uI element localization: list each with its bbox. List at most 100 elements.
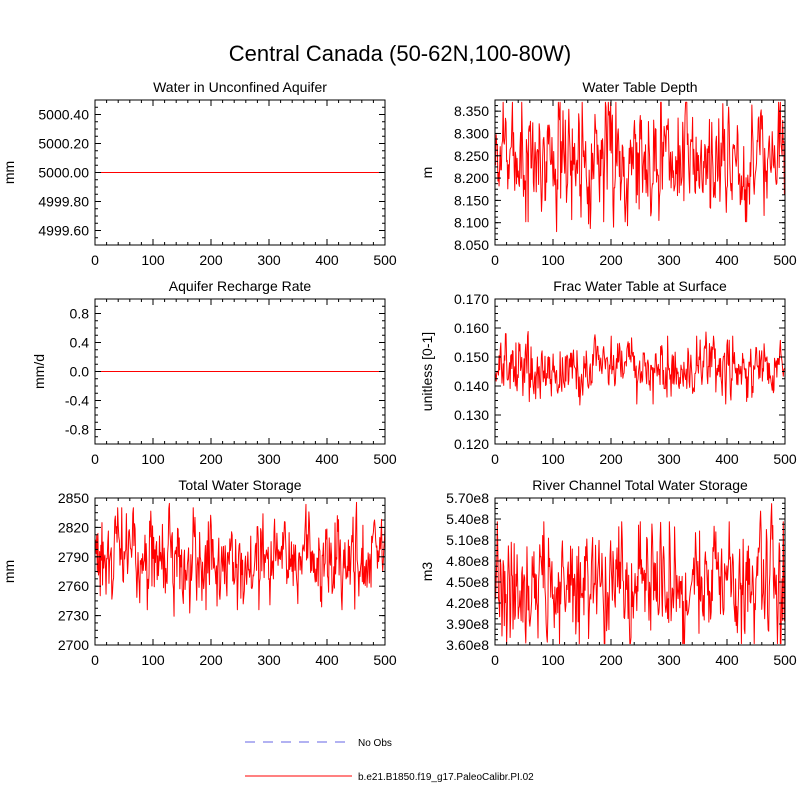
y-tick-label: 0.160 [454,320,489,336]
y-axis-label: mm [1,560,17,583]
x-tick-label: 0 [91,252,99,268]
x-tick-label: 200 [199,652,223,668]
x-tick-label: 100 [541,652,565,668]
y-tick-label: 4999.60 [38,223,89,239]
y-tick-label: 8.100 [454,215,489,231]
panel-4: 0 100 200 300 400 500 0.120 0.130 0.140 0.150 0.16… [419,278,797,467]
panel-title: Total Water Storage [178,477,301,493]
y-tick-label: 5.40e8 [446,511,489,527]
y-axis-label: mm/d [31,354,47,389]
x-tick-label: 0 [491,451,499,467]
x-tick-label: 300 [257,652,281,668]
panel-title: River Channel Total Water Storage [532,477,748,493]
y-tick-label: 0.130 [454,407,489,423]
y-axis-label: unitless [0-1] [419,332,435,411]
y-tick-label: -0.8 [65,422,89,438]
x-tick-label: 500 [373,652,397,668]
y-axis-label: m3 [419,562,435,582]
x-tick-label: 0 [491,252,499,268]
x-tick-label: 300 [657,252,681,268]
y-tick-label: 0.0 [70,364,90,380]
x-tick-label: 300 [657,652,681,668]
y-tick-label: 2760 [58,578,89,594]
y-axis-label: mm [1,161,17,184]
x-tick-label: 400 [715,652,739,668]
x-tick-label: 500 [773,652,797,668]
x-tick-label: 100 [541,451,565,467]
x-tick-label: 100 [141,252,165,268]
series-line-2-1 [495,101,785,233]
x-tick-label: 400 [315,451,339,467]
y-axis-label: m [419,167,435,179]
x-tick-label: 200 [599,652,623,668]
y-tick-label: 4.80e8 [446,553,489,569]
x-tick-label: 400 [715,451,739,467]
y-tick-label: 3.90e8 [446,616,489,632]
y-tick-label: 0.8 [70,306,90,322]
legend-label-model: b.e21.B1850.f19_g17.PaleoCalibr.PI.02 [358,772,534,783]
y-tick-label: 0.150 [454,349,489,365]
panel-title: Frac Water Table at Surface [553,278,727,294]
legend-label-no-obs: No Obs [358,738,392,749]
y-tick-label: 5000.20 [38,136,89,152]
y-tick-label: 5000.40 [38,107,89,123]
panel-5: 0 100 200 300 400 500 2700 2730 2760 2790 2820 2850… [1,477,397,668]
x-tick-label: 200 [199,252,223,268]
x-tick-label: 400 [715,252,739,268]
y-tick-label: 0.120 [454,436,489,452]
x-tick-label: 500 [773,252,797,268]
x-tick-label: 500 [773,451,797,467]
y-tick-label: -0.4 [65,393,89,409]
x-tick-label: 0 [491,652,499,668]
y-tick-label: 5.10e8 [446,532,489,548]
y-tick-label: 8.050 [454,237,489,253]
series-line-4-1 [495,330,785,406]
x-tick-label: 300 [257,451,281,467]
y-tick-label: 2850 [58,490,89,506]
panel-6: 0 100 200 300 400 500 3.60e8 3.90e8 4.20e8 4.50e8… [419,477,797,668]
x-tick-label: 500 [373,252,397,268]
y-tick-label: 8.300 [454,125,489,141]
panel-3: 0 100 200 300 400 500 -0.8 -0.4 0.0 0.4 0.8 Aquifer… [31,278,397,467]
panels: 0 100 200 300 400 5004999.604999.805000.00500… [1,79,797,668]
x-tick-label: 200 [599,252,623,268]
y-tick-label: 4.50e8 [446,574,489,590]
y-tick-label: 8.200 [454,170,489,186]
x-tick-label: 400 [315,652,339,668]
series-line-6-1 [495,503,785,645]
legend: No Obs b.e21.B1850.f19_g17.PaleoCalibr.P… [245,738,534,783]
y-tick-label: 0.4 [70,335,90,351]
y-tick-label: 8.250 [454,148,489,164]
y-tick-label: 0.140 [454,378,489,394]
y-tick-label: 2820 [58,519,89,535]
y-tick-label: 2730 [58,608,89,624]
y-tick-label: 8.350 [454,103,489,119]
panel-title: Water Table Depth [582,79,697,95]
x-tick-label: 500 [373,451,397,467]
panel-title: Aquifer Recharge Rate [169,278,312,294]
x-tick-label: 300 [257,252,281,268]
x-tick-label: 100 [541,252,565,268]
x-tick-label: 0 [91,451,99,467]
y-tick-label: 4.20e8 [446,595,489,611]
y-tick-label: 3.60e8 [446,637,489,653]
x-tick-label: 200 [599,451,623,467]
x-tick-label: 0 [91,652,99,668]
x-tick-label: 200 [199,451,223,467]
y-tick-label: 8.150 [454,192,489,208]
y-tick-label: 2700 [58,637,89,653]
y-tick-label: 2790 [58,549,89,565]
figure-title: Central Canada (50-62N,100-80W) [229,41,571,66]
panel-title: Water in Unconfined Aquifer [153,79,327,95]
panel-1: 0 100 200 300 400 500 4999.60 4999.80 5000.00 500… [1,79,397,268]
y-tick-label: 5.70e8 [446,490,489,506]
x-tick-label: 300 [657,451,681,467]
x-tick-label: 100 [141,451,165,467]
y-tick-label: 4999.80 [38,194,89,210]
y-tick-label: 0.170 [454,291,489,307]
x-tick-label: 400 [315,252,339,268]
panel-2: 0 100 200 300 400 500 8.050 8.100 8.150 8.200 8.25… [419,79,797,268]
series-line-5-1 [95,501,385,617]
y-tick-label: 5000.00 [38,165,89,181]
